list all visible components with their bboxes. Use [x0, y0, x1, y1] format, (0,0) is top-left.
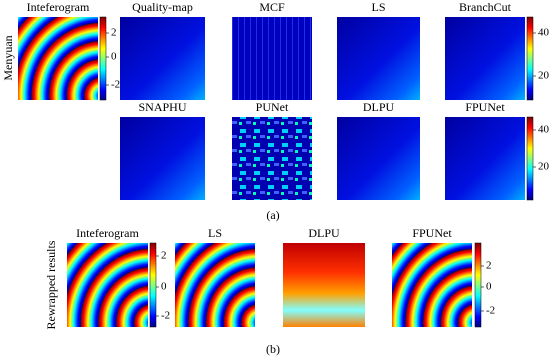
colorbar-tick-label: 20 — [538, 70, 550, 82]
caption: (b) — [266, 342, 280, 356]
colorbar-tick-label: 40 — [538, 124, 550, 136]
colorbar — [526, 16, 534, 101]
colorbar — [149, 242, 157, 328]
panel-title: PUNet — [256, 100, 289, 114]
colorbar — [526, 116, 534, 201]
colorbar-tick-label: 40 — [538, 27, 550, 39]
panel-title: DLPU — [363, 100, 395, 114]
panel-title: MCF — [259, 0, 285, 14]
colorbar — [99, 16, 107, 101]
panel-title: Quality-map — [132, 0, 193, 14]
colorbar-tick-label: 2 — [486, 260, 492, 272]
colorbar-tick-label: 0 — [161, 281, 167, 293]
colorbar-tick-label: 20 — [538, 161, 550, 173]
row-label: Menyuan — [1, 35, 15, 80]
row-label: Rewrapped results — [44, 240, 58, 329]
panel-title: DLPU — [308, 226, 340, 240]
image-panel — [120, 117, 205, 200]
image-panel — [337, 117, 420, 200]
image-panel — [445, 117, 525, 200]
image-panel — [337, 17, 420, 100]
panel-title: FPUNet — [412, 226, 452, 240]
panel-title: SNAPHU — [138, 100, 186, 114]
image-panel — [232, 17, 312, 100]
image-panel — [120, 17, 205, 100]
image-panel — [18, 17, 98, 100]
colorbar-tick-label: 2 — [111, 27, 117, 39]
panel-title: FPUNet — [465, 100, 505, 114]
caption: (a) — [266, 208, 279, 222]
image-panel — [67, 243, 148, 327]
colorbar-tick-label: -2 — [486, 305, 495, 317]
image-panel — [392, 243, 472, 327]
colorbar — [474, 242, 482, 328]
colorbar-tick-label: -2 — [111, 79, 120, 91]
panel-title: BranchCut — [459, 0, 512, 14]
image-panel — [283, 243, 365, 327]
panel-title: LS — [208, 226, 222, 240]
colorbar-tick-label: -2 — [161, 310, 170, 322]
colorbar-tick-label: 0 — [111, 51, 117, 63]
panel-title: Inteferogram — [27, 0, 90, 14]
panel-title: Inteferogram — [76, 226, 139, 240]
colorbar-tick-label: 2 — [161, 250, 167, 262]
image-panel — [175, 243, 255, 327]
image-panel — [445, 17, 525, 100]
image-panel — [232, 117, 312, 200]
panel-title: LS — [371, 0, 385, 14]
colorbar-tick-label: 0 — [486, 281, 492, 293]
